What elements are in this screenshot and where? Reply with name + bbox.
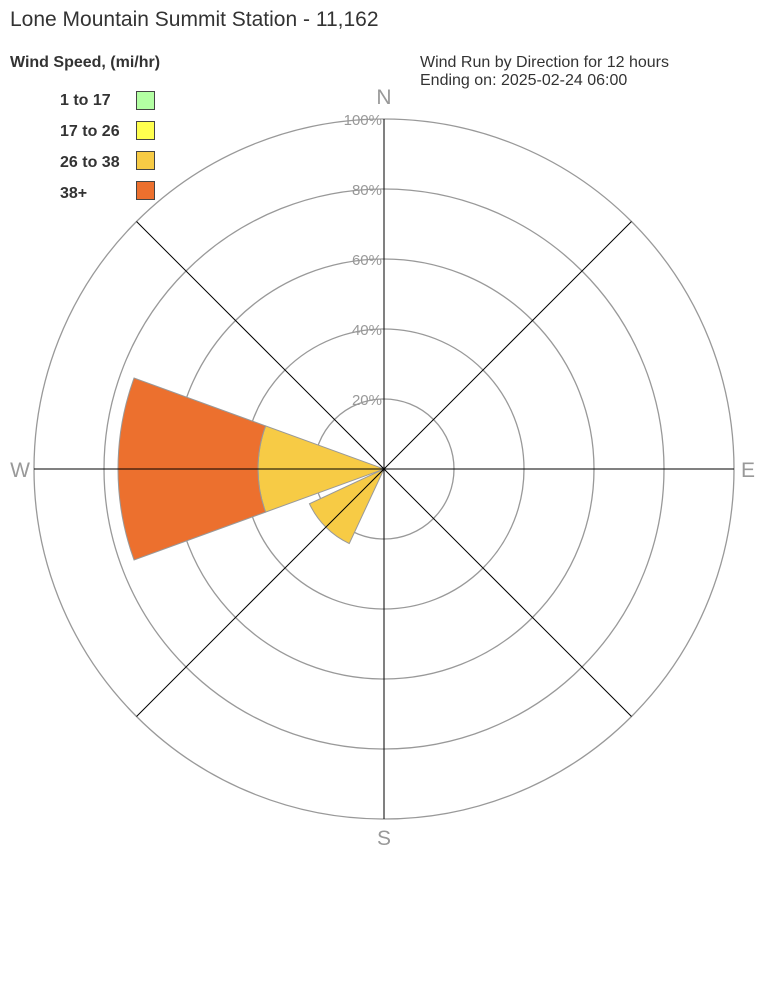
radial-tick-label: 20% [352, 392, 382, 409]
subtitle-line-1: Wind Run by Direction for 12 hours [420, 54, 669, 71]
radial-tick-label: 80% [352, 182, 382, 199]
chart-subtitle: Wind Run by Direction for 12 hours Endin… [420, 54, 669, 90]
legend-swatch [136, 91, 155, 110]
subtitle-line-2: Ending on: 2025-02-24 06:00 [420, 72, 628, 89]
spoke-se [383, 468, 632, 717]
legend-label: 1 to 17 [60, 92, 111, 109]
spoke-nw [136, 221, 385, 470]
spoke-sw [136, 468, 385, 717]
legend-label: 26 to 38 [60, 154, 120, 171]
spoke-ne [383, 221, 632, 470]
compass-label-w: W [10, 459, 30, 482]
legend-label: 38+ [60, 185, 88, 202]
chart-title: Lone Mountain Summit Station - 11,162 [10, 8, 379, 31]
legend-swatch [136, 151, 155, 170]
legend-swatch [136, 121, 155, 140]
legend-swatch [136, 181, 155, 200]
compass-label-n: N [376, 86, 391, 109]
compass-label-s: S [377, 827, 391, 850]
compass-label-e: E [741, 459, 755, 482]
radial-tick-label: 60% [352, 252, 382, 269]
legend-label: 17 to 26 [60, 123, 120, 140]
legend-title: Wind Speed, (mi/hr) [10, 54, 161, 71]
radial-tick-label: 40% [352, 322, 382, 339]
radial-tick-label: 100% [344, 112, 382, 129]
